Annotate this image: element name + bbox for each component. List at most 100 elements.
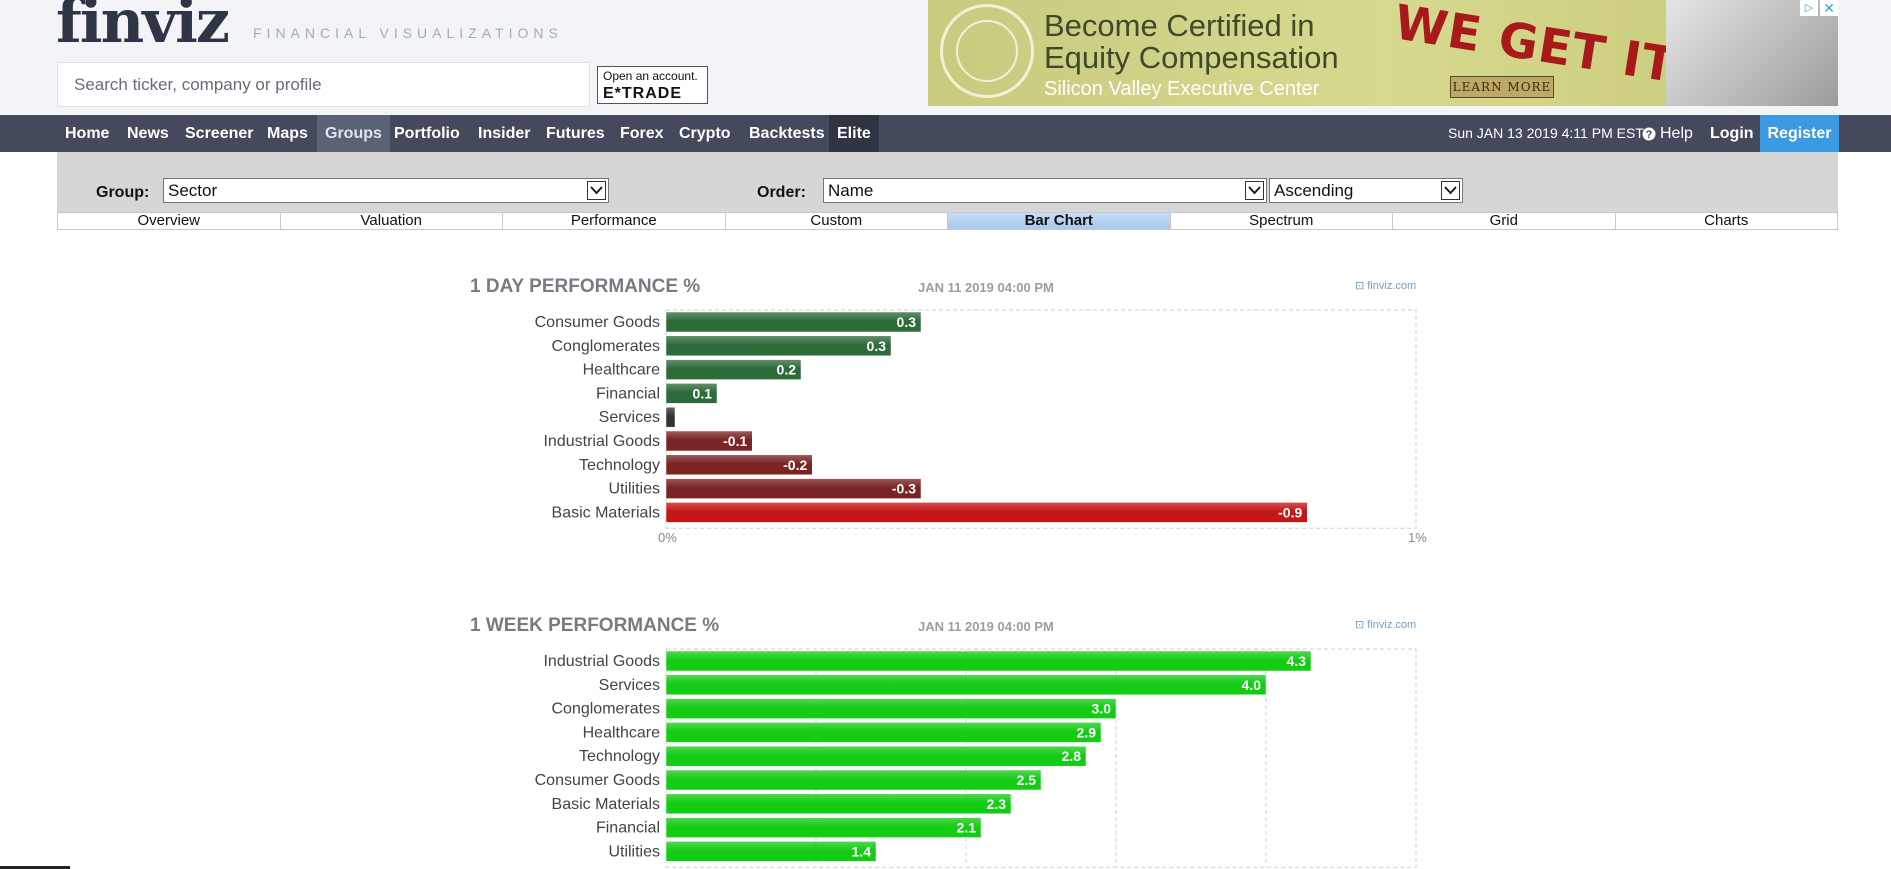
chart-brand[interactable]: ⊡ finviz.com: [1355, 619, 1417, 631]
nav-news[interactable]: News: [127, 125, 169, 142]
bar-value-label: 2.5: [1017, 772, 1037, 788]
bar-category-label: Basic Materials: [552, 796, 660, 813]
bar[interactable]: [665, 383, 718, 404]
nav-insider[interactable]: Insider: [478, 125, 531, 142]
chevron-down-icon: [1245, 181, 1264, 200]
bar[interactable]: [665, 311, 922, 333]
nav-backtests[interactable]: Backtests: [749, 125, 825, 142]
header: finviz FINANCIAL VISUALIZATIONS Open an …: [0, 0, 1891, 115]
chart-timestamp: JAN 11 2019 04:00 PM: [918, 619, 1054, 634]
university-seal-icon: [940, 4, 1034, 98]
bar-value-label: -0.1: [723, 433, 747, 449]
bar[interactable]: [665, 406, 676, 428]
bar-category-label: Services: [599, 409, 660, 426]
nav-home[interactable]: Home: [65, 125, 110, 142]
tab-spectrum[interactable]: Spectrum: [1171, 213, 1393, 229]
bar-category-label: Consumer Goods: [535, 314, 660, 331]
tagline: FINANCIAL VISUALIZATIONS: [253, 25, 563, 41]
chart-timestamp: JAN 11 2019 04:00 PM: [918, 280, 1054, 295]
group-filters: Group: Sector Order: Name Ascending: [57, 152, 1838, 212]
bar[interactable]: [665, 359, 802, 380]
finviz-logo[interactable]: finviz: [56, 0, 230, 57]
bar-category-label: Utilities: [608, 843, 660, 860]
ad-learn-more-button[interactable]: LEARN MORE: [1450, 76, 1554, 98]
bar[interactable]: [665, 793, 1012, 815]
chart-brand[interactable]: ⊡ finviz.com: [1355, 280, 1417, 292]
nav-login[interactable]: Login: [1710, 125, 1754, 142]
bar-value-label: 4.0: [1242, 677, 1262, 693]
x-tick-label: 0%: [658, 530, 677, 545]
ad-choices-icon[interactable]: ▷: [1800, 0, 1818, 16]
direction-select[interactable]: Ascending: [1269, 178, 1463, 203]
bar[interactable]: [665, 502, 1308, 523]
day-performance-svg: Consumer Goods 0.3 Conglomerates 0.3 Healthc…: [535, 309, 1427, 545]
bar-value-label: 0.0: [679, 409, 699, 425]
nav-help-label: Help: [1660, 125, 1693, 142]
nav-elite[interactable]: Elite: [829, 115, 879, 152]
bar-value-label: 0.3: [867, 338, 887, 354]
help-icon: ?: [1642, 127, 1656, 141]
bar-category-label: Industrial Goods: [543, 653, 660, 670]
nav-screener[interactable]: Screener: [185, 125, 254, 142]
bar[interactable]: [665, 478, 922, 499]
bar[interactable]: [665, 769, 1042, 791]
bar-category-label: Consumer Goods: [535, 772, 660, 789]
nav-portfolio[interactable]: Portfolio: [394, 125, 460, 142]
nav-maps[interactable]: Maps: [267, 125, 308, 142]
chevron-down-icon: [587, 181, 606, 200]
ad-line1: Become Certified in: [1044, 8, 1315, 43]
bar[interactable]: [665, 454, 813, 476]
bar-category-label: Financial: [596, 820, 660, 837]
bar-category-label: Healthcare: [583, 362, 660, 379]
week-performance-svg: Industrial Goods 4.3 Services 4.0 Conglomera…: [535, 648, 1417, 868]
bar-category-label: Technology: [579, 748, 660, 765]
bar-value-label: 2.8: [1062, 748, 1082, 764]
bar-value-label: -0.2: [783, 457, 807, 473]
etrade-ad[interactable]: Open an account. E*TRADE: [597, 66, 708, 104]
bar[interactable]: [665, 745, 1087, 767]
order-label: Order:: [757, 184, 806, 201]
bar-value-label: 2.9: [1077, 724, 1097, 740]
bar[interactable]: [665, 650, 1312, 672]
ad-line3: Silicon Valley Executive Center: [1044, 78, 1320, 100]
nav-groups[interactable]: Groups: [317, 115, 390, 152]
bar[interactable]: [665, 674, 1267, 696]
bar[interactable]: [665, 335, 892, 357]
bar-value-label: 2.3: [987, 796, 1007, 812]
bar-value-label: 2.1: [957, 820, 977, 836]
nav-forex[interactable]: Forex: [620, 125, 664, 142]
bar[interactable]: [665, 698, 1117, 719]
bar[interactable]: [665, 722, 1102, 743]
banner-ad[interactable]: Become Certified in Equity Compensation …: [928, 0, 1838, 106]
chart-brand-label: finviz.com: [1367, 619, 1417, 631]
nav-futures[interactable]: Futures: [546, 125, 605, 142]
nav-register-button[interactable]: Register: [1760, 115, 1839, 152]
svg-text:?: ?: [1646, 129, 1653, 141]
nav-help[interactable]: ? Help: [1642, 115, 1693, 152]
tab-valuation[interactable]: Valuation: [281, 213, 503, 229]
tab-custom[interactable]: Custom: [726, 213, 948, 229]
etrade-line1: Open an account.: [603, 69, 698, 83]
nav-crypto[interactable]: Crypto: [679, 125, 731, 142]
tab-bar-chart[interactable]: Bar Chart: [948, 213, 1171, 229]
tab-performance[interactable]: Performance: [503, 213, 726, 229]
ad-line2: Equity Compensation: [1044, 40, 1339, 75]
view-tabs: Overview Valuation Performance Custom Ba…: [57, 212, 1838, 230]
bar[interactable]: [665, 817, 982, 838]
chart-title: 1 DAY PERFORMANCE %: [470, 276, 701, 297]
tab-grid[interactable]: Grid: [1393, 213, 1616, 229]
search-input[interactable]: [58, 63, 548, 106]
bar-value-label: 4.3: [1287, 653, 1307, 669]
ad-close-icon[interactable]: ✕: [1820, 0, 1838, 16]
tab-charts[interactable]: Charts: [1704, 212, 1749, 229]
tab-overview[interactable]: Overview: [58, 213, 281, 229]
bar-category-label: Conglomerates: [552, 701, 661, 718]
bar-value-label: 1.4: [852, 843, 872, 859]
order-select[interactable]: Name: [823, 178, 1267, 203]
bar[interactable]: [665, 430, 753, 452]
bar-category-label: Basic Materials: [552, 504, 660, 521]
bar[interactable]: [665, 841, 877, 862]
x-tick-label: 1%: [1408, 530, 1427, 545]
group-select[interactable]: Sector: [163, 178, 609, 203]
scroll-indicator: [0, 866, 70, 869]
